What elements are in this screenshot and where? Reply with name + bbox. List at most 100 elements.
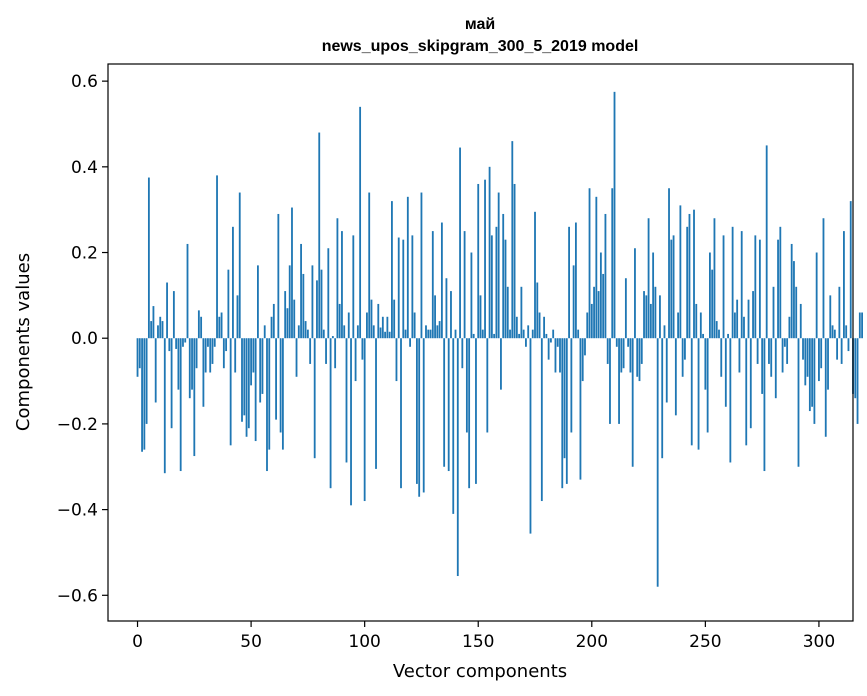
bar (695, 303, 698, 339)
bar (768, 338, 770, 364)
bar (154, 338, 157, 403)
y-tick-label: −0.4 (57, 501, 98, 521)
bar (795, 286, 798, 339)
bar (509, 329, 511, 339)
bar (243, 338, 246, 416)
bar (440, 222, 443, 339)
bar (565, 338, 568, 484)
bar (168, 338, 171, 352)
bar (597, 291, 600, 339)
bar (513, 183, 516, 339)
bar (447, 338, 450, 472)
bar (400, 338, 402, 489)
bar (257, 265, 259, 339)
bar (284, 291, 287, 339)
chart-subtitle: news_upos_skipgram_300_5_2019 model (322, 38, 639, 55)
bar (833, 329, 836, 339)
bar (729, 338, 732, 463)
bar (722, 235, 725, 339)
bar (627, 338, 630, 347)
bar (758, 239, 761, 339)
bar (706, 338, 709, 433)
bar (322, 329, 325, 339)
bar (188, 338, 191, 399)
bar (786, 338, 789, 364)
bar (756, 338, 759, 364)
bar (356, 325, 359, 339)
bar (427, 329, 430, 339)
bar (711, 269, 714, 339)
bar (211, 338, 214, 364)
bar (470, 252, 473, 339)
bar (606, 338, 609, 364)
y-tick-label: −0.6 (57, 586, 98, 606)
bar (604, 213, 607, 339)
bar (475, 338, 477, 484)
bar (849, 201, 852, 339)
bar (438, 321, 441, 339)
bar (343, 325, 346, 339)
bar (368, 192, 371, 339)
bar (672, 235, 675, 339)
bar (568, 226, 570, 339)
bar (579, 338, 582, 480)
bar (831, 325, 834, 339)
bar (311, 265, 314, 339)
bar (304, 321, 307, 339)
bar (341, 231, 343, 339)
bar (693, 209, 695, 339)
bar (334, 338, 337, 369)
bar (511, 141, 514, 339)
bar (522, 329, 525, 339)
x-tick-label: 50 (240, 632, 262, 652)
bar (659, 295, 661, 339)
bar (166, 282, 168, 339)
bar (822, 218, 825, 339)
bar (263, 325, 266, 339)
bar (547, 338, 550, 360)
bar (209, 338, 212, 373)
y-axis-label: Components values (13, 253, 34, 431)
bar (661, 338, 664, 459)
bar (195, 338, 198, 369)
bar (663, 325, 666, 339)
bar (777, 239, 779, 339)
bar (611, 188, 614, 339)
bar (745, 338, 748, 446)
bar (277, 213, 280, 339)
bar (184, 338, 187, 343)
bar (402, 239, 405, 339)
bar (434, 295, 436, 339)
bar (754, 235, 757, 339)
bar (804, 338, 807, 386)
bar (572, 265, 575, 339)
bar (191, 338, 193, 390)
bar (704, 338, 707, 390)
bar (677, 312, 680, 339)
bar (250, 338, 253, 386)
bar (481, 329, 484, 339)
bar (288, 265, 291, 339)
bar (247, 338, 250, 429)
bar (858, 312, 861, 339)
bar (847, 338, 850, 352)
bar (136, 338, 139, 377)
bar (709, 252, 711, 339)
bar (425, 325, 427, 339)
x-axis-ticks: 0 50 100 150 200 250 300 (132, 621, 835, 652)
bar (445, 278, 448, 339)
bar (409, 338, 411, 347)
bar (363, 338, 366, 502)
bar (225, 338, 228, 352)
bar (300, 243, 302, 339)
bar (588, 188, 591, 339)
bar (813, 338, 816, 424)
bar (774, 338, 777, 399)
bar (161, 321, 164, 339)
bar (747, 299, 750, 339)
chart-title: май (465, 16, 495, 33)
x-axis-label: Vector components (393, 661, 567, 682)
bar (316, 280, 318, 339)
bar (670, 239, 673, 339)
bar (293, 299, 296, 339)
